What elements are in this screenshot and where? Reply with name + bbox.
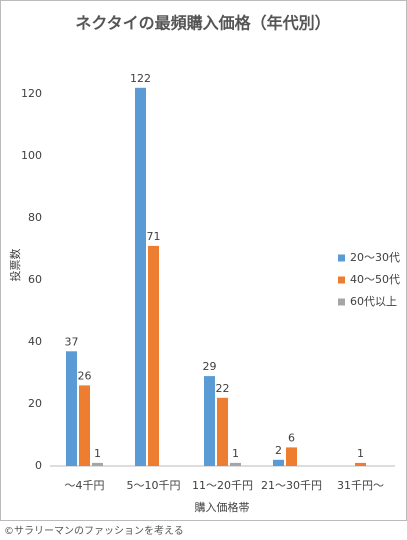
bar: [355, 462, 366, 466]
x-tick-label: 31千円～: [337, 479, 384, 492]
bar: [79, 385, 90, 466]
y-tick-label: 80: [28, 211, 42, 224]
bar: [230, 462, 241, 466]
legend-label: 40～50代: [350, 273, 400, 286]
x-tick-label: 5～10千円: [127, 479, 181, 492]
legend-swatch: [338, 276, 345, 284]
y-tick-label: 20: [28, 397, 42, 410]
bar: [204, 376, 215, 466]
legend-label: 20～30代: [350, 251, 400, 264]
bar: [286, 447, 297, 466]
bar: [135, 87, 146, 467]
footer: ©サラリーマンのファッションを考える: [4, 525, 184, 537]
value-label: 122: [130, 72, 151, 85]
legend-label: 60代以上: [350, 295, 397, 308]
value-label: 37: [65, 335, 79, 348]
bar: [273, 459, 284, 466]
y-tick-label: 120: [21, 87, 42, 100]
bar: [66, 351, 77, 466]
y-tick-label: 0: [35, 459, 42, 472]
chart-frame: [0, 0, 407, 521]
value-label: 6: [288, 431, 295, 444]
value-label: 29: [203, 360, 217, 373]
y-tick-label: 40: [28, 335, 42, 348]
bar: [148, 245, 159, 466]
chart-title: ネクタイの最頻購入価格（年代別）: [75, 14, 330, 33]
y-axis-label: 投票数: [8, 249, 22, 282]
bar: [92, 462, 103, 466]
value-label: 22: [216, 382, 230, 395]
bar: [217, 397, 228, 466]
x-axis-label: 購入価格帯: [195, 500, 250, 514]
x-tick-label: 11～20千円: [192, 479, 253, 492]
value-label: 1: [357, 447, 364, 460]
legend-swatch: [338, 254, 345, 262]
value-label: 26: [78, 369, 92, 382]
value-label: 71: [147, 230, 161, 243]
value-label: 1: [232, 447, 239, 460]
y-tick-label: 60: [28, 273, 42, 286]
y-tick-label: 100: [21, 149, 42, 162]
x-tick-label: 21～30千円: [261, 479, 322, 492]
value-label: 1: [94, 447, 101, 460]
legend-swatch: [338, 298, 345, 306]
value-label: 2: [275, 444, 282, 457]
x-tick-label: ～4千円: [65, 479, 105, 492]
